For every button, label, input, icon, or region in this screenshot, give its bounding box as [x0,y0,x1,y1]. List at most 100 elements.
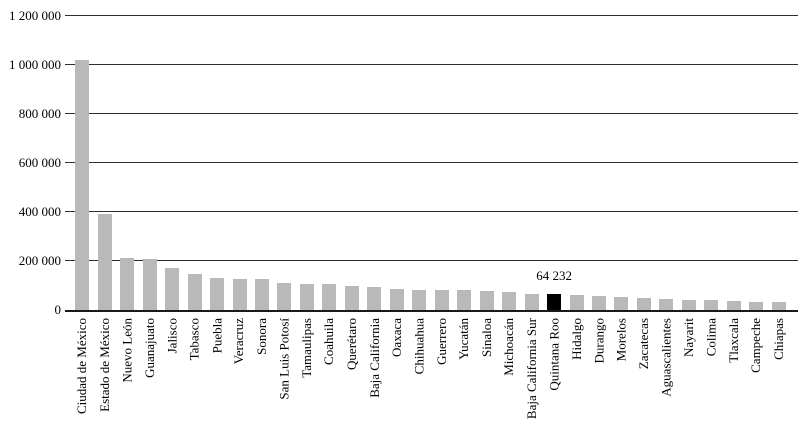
bar-column [273,16,295,310]
x-tick-label: Quintana Roo [546,318,562,391]
bar-column [565,16,587,310]
bar-column [498,16,520,310]
bar-column [588,16,610,310]
bar [210,278,225,310]
bar [120,257,135,310]
bar-column [453,16,475,310]
x-tick-label: San Luis Potosí [276,318,292,400]
bar [659,298,674,310]
bar-column [408,16,430,310]
gridline [65,162,798,163]
bar [681,299,696,310]
bar-column [363,16,385,310]
bar [726,300,741,310]
bar [412,289,427,310]
bar [277,282,292,310]
x-tick-label: Hidalgo [568,318,584,360]
x-tick-label: Nayarit [680,318,696,357]
x-tick-label: Sinaloa [478,318,494,357]
x-tick-label: Yucatán [456,318,472,360]
bar-column [520,16,542,310]
bar [524,293,539,310]
x-tick-label: Estado de México [96,318,112,412]
bar-column [206,16,228,310]
y-tick-label: 800 000 [18,106,61,121]
bar-column [138,16,160,310]
x-tick-label: Chihuahua [411,318,427,375]
x-tick-label: Morelos [613,318,629,362]
gridline [65,15,798,16]
y-tick-label: 400 000 [18,204,61,219]
x-tick-label: Veracruz [231,318,247,365]
x-tick-label: Sonora [253,318,269,355]
x-tick-label: Campeche [748,318,764,373]
bar-column [161,16,183,310]
bar-column [296,16,318,310]
x-tick-label: Oaxaca [388,318,404,357]
bar-column [341,16,363,310]
y-axis-labels: 0 200 000 400 000 600 000 800 000 1 000 000 1 … [0,0,61,440]
bar [749,301,764,310]
bar-column [610,16,632,310]
bar [367,287,382,310]
bar-column [386,16,408,310]
x-tick-label: Durango [591,318,607,364]
bar-column [723,16,745,310]
y-tick-label: 1 200 000 [9,8,61,23]
bar-column [655,16,677,310]
bar-column [475,16,497,310]
bar [636,297,651,310]
x-tick-label: Tabasco [186,318,202,361]
x-tick-label: Colima [703,318,719,357]
x-axis-labels: Ciudad de México Estado de México Nuevo Le… [65,313,798,440]
x-tick-label: Chiapas [770,318,786,360]
bar-column [93,16,115,310]
bar [614,296,629,310]
bar [502,291,517,310]
bar [322,284,337,310]
x-tick-label: Nuevo León [119,318,135,383]
x-tick-label: Ciudad de México [74,318,90,415]
bar-column [251,16,273,310]
x-tick-label: Zacatecas [635,318,651,370]
value-annotation: 64 232 [536,268,572,284]
bar-column [116,16,138,310]
bar [569,295,584,310]
y-tick-label: 1 000 000 [9,57,61,72]
bar-column: 64 232 [536,16,572,310]
bar [457,290,472,310]
y-tick-label: 200 000 [18,253,61,268]
bar-column [431,16,453,310]
x-tick-label: Guerrero [433,318,449,365]
x-tick-label: Jalisco [164,318,180,354]
bar-column [745,16,767,310]
bar-column [678,16,700,310]
y-tick-label: 600 000 [18,155,61,170]
x-tick-label: Puebla [209,318,225,354]
x-tick-label: Querétaro [343,318,359,370]
bar-column [318,16,340,310]
bar [771,302,786,310]
x-tick-label: Guanajuato [141,318,157,378]
bar-column [700,16,722,310]
x-tick-label: Coahuila [321,318,337,365]
bar [704,300,719,310]
bar-column [71,16,93,310]
bar [142,259,157,310]
bar-column [183,16,205,310]
bar [434,290,449,310]
x-tick-label: Tamaulipas [298,318,314,378]
y-tick-label: 0 [54,302,62,317]
bar [254,278,269,310]
bar-highlighted [547,294,562,310]
x-tick-label: Michoacán [501,318,517,376]
bar-column [228,16,250,310]
x-tick-label: Baja California Sur [523,318,539,420]
x-tick-label: Aguascalientes [658,318,674,397]
bar [187,273,202,310]
bar [232,278,247,310]
bar [389,289,404,310]
bars-container: 64 232 [65,16,798,310]
bar [479,290,494,310]
